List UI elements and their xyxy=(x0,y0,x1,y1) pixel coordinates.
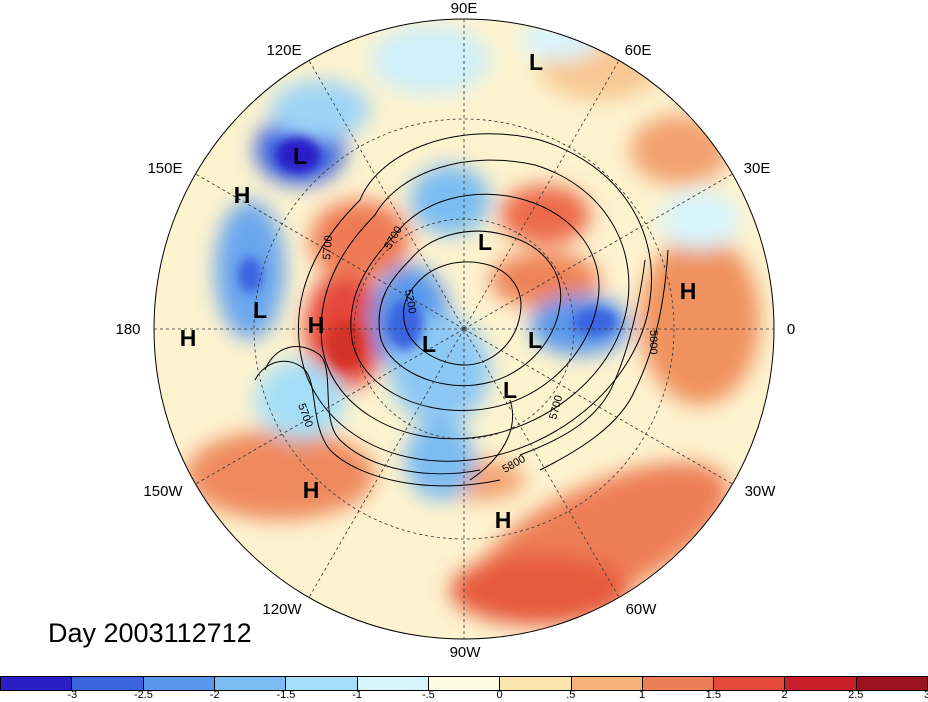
high-pressure-label: H xyxy=(308,312,325,338)
contour-label: 5200 xyxy=(402,288,418,314)
lon-label-180: 180 xyxy=(115,321,140,338)
colorbar-segment xyxy=(642,677,715,690)
colorbar-tick-label: 3 xyxy=(923,689,928,701)
colorbar-tick-label: 2.5 xyxy=(848,689,864,701)
colorbar-tick-label: 2 xyxy=(781,689,788,701)
low-pressure-label: L xyxy=(529,49,543,75)
colorbar-tick-label: -1 xyxy=(352,689,363,701)
contour-label: 5800 xyxy=(647,330,659,354)
colorbar-segment xyxy=(286,677,358,690)
colorbar-tick-label: .5 xyxy=(566,689,576,701)
contour-label: 5700 xyxy=(321,235,335,260)
colorbar-segment xyxy=(571,677,643,690)
high-pressure-label: H xyxy=(495,507,512,533)
high-pressure-label: H xyxy=(303,477,320,503)
high-pressure-label: H xyxy=(180,325,197,351)
colorbar-tick-label: -2 xyxy=(209,689,220,701)
colorbar-segment xyxy=(714,677,786,690)
lon-label-120w: 120W xyxy=(262,601,302,618)
lon-label-0: 0 xyxy=(787,321,795,338)
colorbar-tick-label: -1.5 xyxy=(276,689,296,701)
colorbar-segment xyxy=(72,677,144,690)
lon-label-90w: 90W xyxy=(450,644,482,661)
colorbar-tick-label: -2.5 xyxy=(133,689,153,701)
colorbar-tick-label: -3 xyxy=(67,689,78,701)
lon-label-60w: 60W xyxy=(626,601,658,618)
low-pressure-label: L xyxy=(253,297,267,323)
colorbar xyxy=(0,676,928,691)
polar-map: 90E 60E 30E 0 30W 60W 90W 120W 150W 180 … xyxy=(115,0,795,661)
colorbar-segment xyxy=(785,677,857,690)
lon-label-30w: 30W xyxy=(745,483,777,500)
colorbar-segment xyxy=(214,677,287,690)
colorbar-tick-label: 1.5 xyxy=(705,689,721,701)
colorbar-segment xyxy=(500,677,572,690)
low-pressure-label: L xyxy=(293,143,307,169)
lon-label-150w: 150W xyxy=(143,483,183,500)
colorbar-segment xyxy=(357,677,429,690)
colorbar-tick-label: 1 xyxy=(639,689,646,701)
day-label: Day 2003112712 xyxy=(48,618,252,648)
colorbar-segment xyxy=(428,677,501,690)
lon-label-150e: 150E xyxy=(147,160,182,177)
colorbar-segment xyxy=(143,677,215,690)
lon-label-120e: 120E xyxy=(266,42,301,59)
height-contours xyxy=(254,133,669,487)
colorbar-tick-label: -.5 xyxy=(421,689,435,701)
lon-label-60e: 60E xyxy=(625,42,652,59)
low-pressure-label: L xyxy=(422,331,436,357)
low-pressure-label: L xyxy=(478,229,492,255)
graticule xyxy=(153,18,775,640)
high-pressure-label: H xyxy=(680,278,697,304)
lon-label-30e: 30E xyxy=(744,160,771,177)
colorbar-segment xyxy=(856,677,928,690)
lon-label-90e: 90E xyxy=(451,0,478,17)
high-pressure-label: H xyxy=(234,182,251,208)
colorbar-segment xyxy=(1,677,73,690)
low-pressure-label: L xyxy=(503,377,517,403)
pressure-centers: H H H H H H L L L L L L L xyxy=(180,49,697,533)
low-pressure-label: L xyxy=(528,327,542,353)
colorbar-tick-labels: -3 -2.5 -2 -1.5 -1 -.5 0 .5 1 1.5 2 2.5 3 xyxy=(0,688,928,702)
longitude-labels: 90E 60E 30E 0 30W 60W 90W 120W 150W 180 … xyxy=(115,0,795,661)
colorbar-tick-label: 0 xyxy=(496,689,503,701)
